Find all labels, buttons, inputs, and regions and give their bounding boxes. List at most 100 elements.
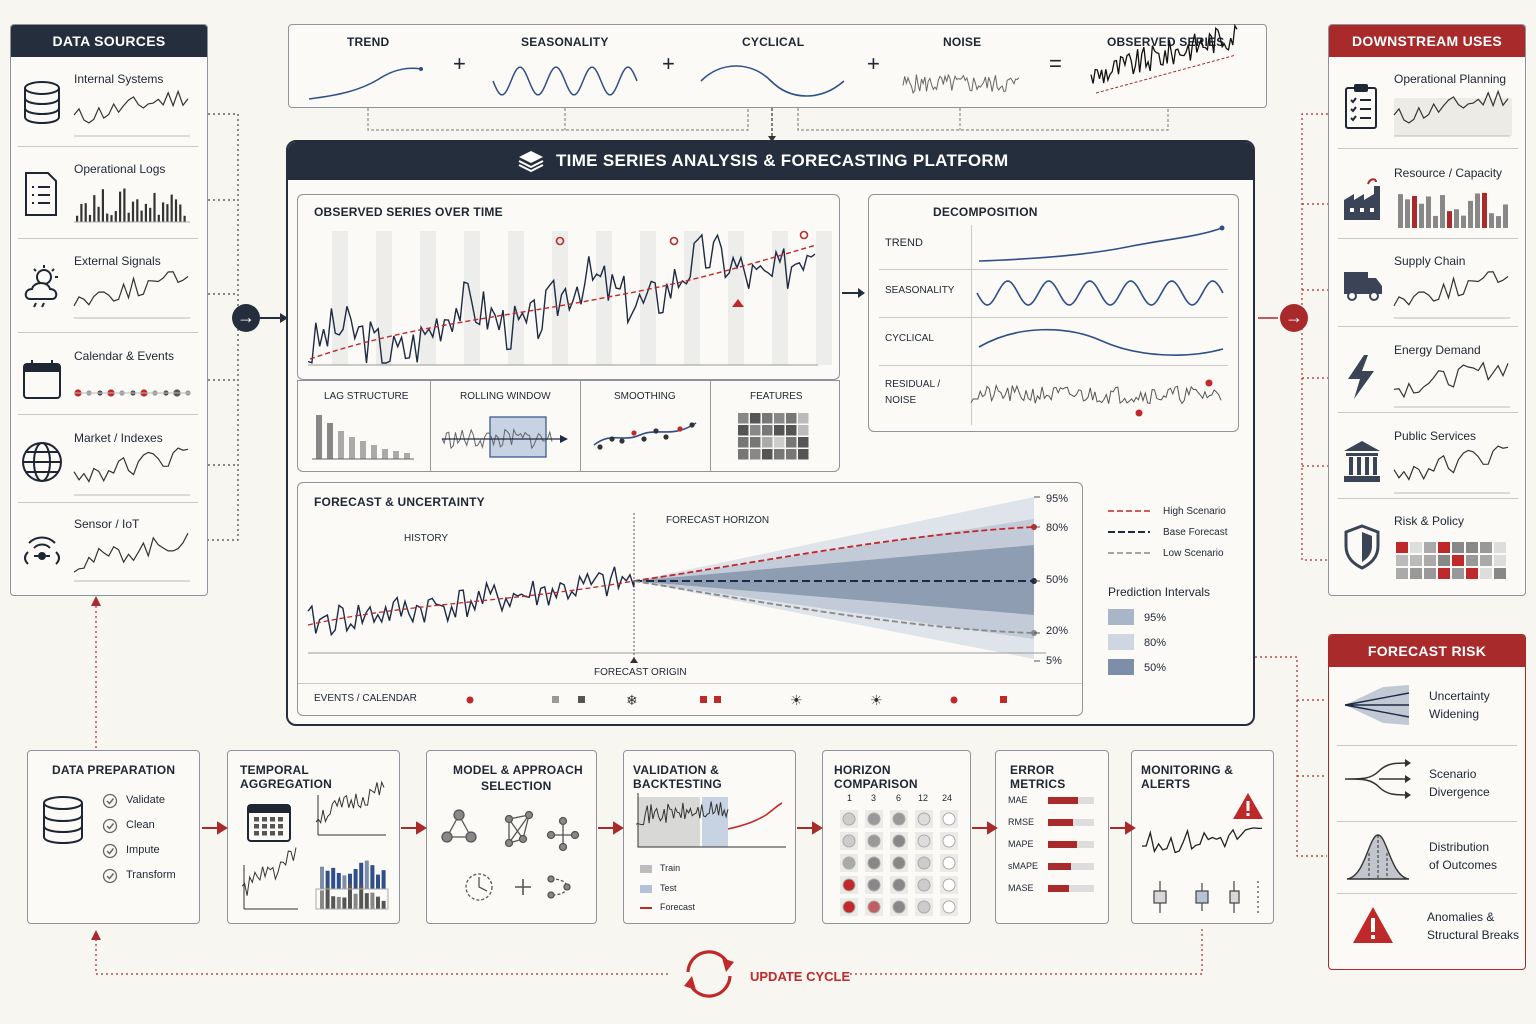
output-arrow-button[interactable]: → [1280,304,1308,332]
observed-series-chart [307,230,832,366]
forecast-risk-title: FORECAST RISK [1329,635,1525,667]
horizon-col-6: 6 [896,793,902,803]
pi-95-label: 95% [1144,612,1167,624]
item-sparkline [1396,542,1506,579]
decomp-cyclical-line [978,328,1224,356]
forecast-horizon-label: FORECAST HORIZON [666,515,770,526]
rolling-window-label: ROLLING WINDOW [460,391,551,402]
pct-50: 50% [1046,574,1069,586]
alert-warning-icon [1233,793,1263,819]
pct-80: 80% [1046,522,1069,534]
decomp-trend-label: TREND [885,237,923,249]
data-source-item[interactable]: Sensor / IoT [12,511,202,589]
truck-icon [1344,272,1382,301]
item-label: External Signals [74,254,161,268]
item-label: Internal Systems [74,72,164,86]
check-circle-icon [102,868,118,884]
aggregation-line-coarse [241,847,298,910]
features-grid [738,413,809,460]
shield-icon [1344,524,1380,570]
horizon-title: HORIZON COMPARISON [834,763,918,791]
legend-test: Test [660,883,677,893]
legend-train: Train [660,863,681,873]
downstream-item[interactable]: Operational Planning [1332,66,1522,146]
forecast-title: FORECAST & UNCERTAINTY [314,495,485,509]
horizon-comparison-box: HORIZON COMPARISON 1 3 6 12 24 [822,750,971,924]
legend-forecast: Forecast [660,902,696,912]
item-label: Public Services [1394,429,1477,443]
item-sparkline [73,532,190,582]
pi-80-label: 80% [1144,637,1167,649]
decomp-cyclical-label: CYCLICAL [885,333,934,344]
anomaly-warning-icon [1353,907,1393,943]
item-sparkline [73,89,190,137]
weather-icon [24,265,58,308]
error-bar-fill [1048,841,1077,848]
item-label: Calendar & Events [74,349,175,363]
formula-seasonality-label: SEASONALITY [521,35,609,49]
check-circle-icon [102,818,118,834]
cyclical-sparkline [700,65,845,97]
ingest-arrow-button[interactable]: → [232,304,260,332]
lightning-icon [1348,355,1374,399]
item-label: Resource / Capacity [1394,166,1503,180]
downstream-item[interactable]: Risk & Policy [1332,508,1522,588]
events-calendar-label: EVENTS / CALENDAR [314,693,417,704]
error-metric-label: MAPE [1008,839,1034,849]
plus-sign: + [867,51,880,76]
formula-cyclical-label: CYCLICAL [742,35,805,49]
update-cycle-loop [91,596,1203,975]
calendar-grid-icon [247,804,291,842]
svg-text:❄: ❄ [626,693,638,709]
risk-anomalies-line2: Structural Breaks [1427,928,1520,942]
item-sparkline [1393,445,1510,494]
globe-icon [22,442,62,482]
trend-sparkline [308,67,423,100]
downstream-item[interactable]: Energy Demand [1332,337,1522,417]
decomposition-arrow [842,288,865,298]
svg-text:☀: ☀ [870,693,883,709]
downstream-item[interactable]: Supply Chain [1332,248,1522,328]
data-source-item[interactable]: External Signals [12,248,202,326]
pipeline-arrows [202,821,1136,835]
history-label: HISTORY [404,533,449,544]
building-icon [1344,441,1380,482]
uncertainty-widening-icon [1344,685,1410,725]
downstream-connectors [1258,113,1328,561]
error-bar-fill [1048,797,1078,804]
error-metric-label: MAE [1008,795,1028,805]
update-cycle-icon[interactable] [680,948,738,1000]
downstream-item[interactable]: Public Services [1332,423,1522,503]
scenario-divergence-icon [1344,759,1411,799]
rolling-window-chart [441,416,568,458]
risk-anomalies-line1: Anomalies & [1427,910,1495,924]
data-preparation-title: DATA PREPARATION [52,763,176,777]
events-markers: ❄ ☀ ☀ [466,693,1007,709]
risk-distribution-line1: Distribution [1429,840,1490,854]
data-source-item[interactable]: Internal Systems [12,66,202,144]
item-sparkline [74,389,191,397]
data-preparation-box: DATA PREPARATION Validate Clean Impute Tran… [27,750,200,924]
risk-distribution-line2: of Outcomes [1429,858,1498,872]
risk-uncertainty-line1: Uncertainty [1429,689,1490,703]
item-sparkline [1398,192,1508,228]
pi-50-label: 50% [1144,662,1167,674]
validation-title: VALIDATION & BACKTESTING [633,763,722,791]
legend-high-scenario: High Scenario [1163,506,1226,517]
distribution-outcomes-icon [1346,834,1410,880]
data-source-item[interactable]: Calendar & Events [12,343,202,421]
temporal-aggregation-title: TEMPORAL AGGREGATION [240,763,332,791]
validation-backtesting-box: VALIDATION & BACKTESTING Train Test Fore… [623,750,796,924]
downstream-item[interactable]: Resource / Capacity [1332,160,1522,240]
data-source-item[interactable]: Market / Indexes [12,425,202,503]
horizon-col-12: 12 [918,793,929,803]
plus-sign: + [662,51,675,76]
error-metrics-box: ERROR METRICS MAE RMSE MAPE sMAPE MASE [995,750,1109,924]
database-icon [24,81,60,124]
pct-5: 5% [1046,655,1062,667]
downstream-uses-title: DOWNSTREAM USES [1329,25,1525,57]
data-source-item[interactable]: Operational Logs [12,156,202,234]
factory-icon [1344,178,1380,220]
item-sparkline [1393,271,1510,319]
horizon-dot-grid [840,810,958,916]
